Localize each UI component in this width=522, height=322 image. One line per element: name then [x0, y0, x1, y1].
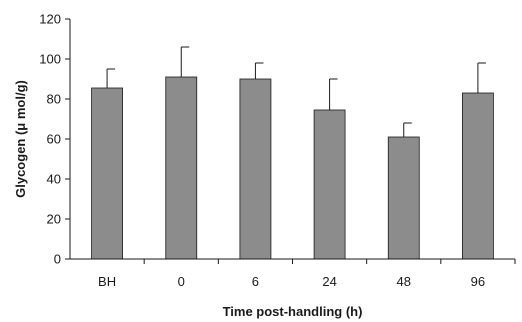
bar: [462, 92, 494, 260]
y-tick-label: 20: [47, 212, 61, 227]
y-tick-label: 60: [47, 132, 61, 147]
x-tick-label: 24: [322, 274, 336, 289]
bar: [165, 76, 198, 260]
x-tick-label: BH: [98, 274, 116, 289]
y-tick-label: 40: [47, 172, 61, 187]
bars-group: [91, 76, 494, 260]
x-tick-label: 6: [252, 274, 259, 289]
y-tick-label: 120: [39, 12, 61, 27]
y-axis-title: Glycogen (μ mol/g): [13, 80, 28, 198]
x-axis-title: Time post-handling (h): [223, 304, 363, 319]
y-tick-label: 100: [39, 52, 61, 67]
bar: [313, 109, 346, 260]
bar: [239, 78, 272, 260]
x-tick-label: 48: [397, 274, 411, 289]
x-tick-label: 96: [471, 274, 485, 289]
bar: [91, 87, 123, 260]
y-tick-label: 80: [47, 92, 61, 107]
error-bars-group: [106, 46, 486, 137]
y-tick-label: 0: [54, 252, 61, 267]
x-axis-ticks: BH 0 6 24 48 96: [98, 259, 516, 289]
y-axis-ticks: 0 20 40 60 80 100 120: [39, 12, 70, 267]
x-tick-label: 0: [178, 274, 185, 289]
bar: [387, 136, 420, 260]
